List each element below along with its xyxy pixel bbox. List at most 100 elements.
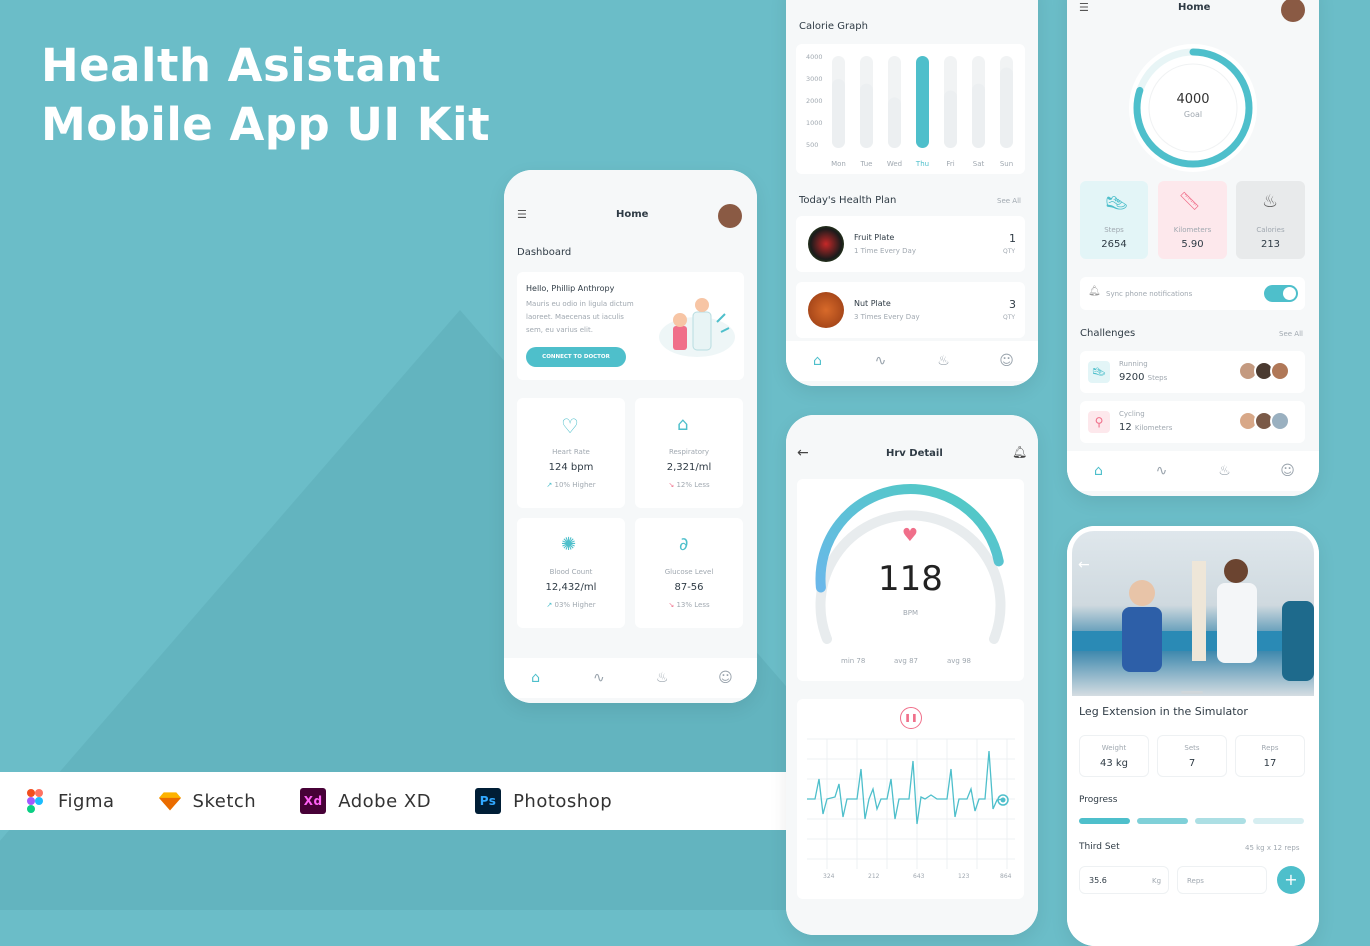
bar [944, 90, 957, 148]
phone-home-dashboard: ☰ Home Dashboard Hello, Phillip Anthropy… [504, 170, 757, 703]
exercise-photo: ← [1072, 531, 1314, 696]
bar [972, 83, 985, 148]
challenges-title: Challenges [1080, 328, 1136, 339]
fruit-plate-image [808, 226, 844, 262]
tile-calories[interactable]: ♨ Calories 213 [1236, 181, 1305, 259]
ecg-card: ❚❚ 324 212 643 123 864 [797, 699, 1024, 899]
greeting-card: Hello, Phillip Anthropy Mauris eu odio i… [517, 272, 744, 380]
bell-icon: 🔔︎ [1088, 286, 1101, 297]
running-icon: 👟︎ [1088, 361, 1110, 383]
avatar[interactable] [1281, 0, 1305, 22]
metric-reps: Reps 17 [1235, 735, 1305, 777]
trend-up-icon: ↗ [546, 601, 555, 609]
connect-doctor-button[interactable]: CONNECT TO DOCTOR [526, 347, 626, 367]
hero-line-1: Health Asistant [41, 39, 441, 92]
progress-title: Progress [1079, 795, 1118, 805]
phone-exercise: ← Leg Extension in the Simulator Weight … [1067, 526, 1319, 946]
nav-profile-icon[interactable]: ☺ [718, 670, 733, 686]
x-tick-label: Thu [915, 160, 929, 168]
x-tick-label: Mon [831, 160, 846, 168]
stomach-icon: ∂ [679, 534, 689, 555]
pause-button[interactable]: ❚❚ [900, 707, 922, 729]
phone-calorie-graph: Calorie Graph 4000 3000 2000 1000 500 Mon Tue W… [786, 0, 1038, 386]
bottom-nav: ⌂ ∿ ♨ ☺ [786, 341, 1038, 381]
nav-profile-icon[interactable]: ☺ [999, 353, 1014, 369]
flame-icon: ♨ [1262, 191, 1279, 212]
stat-glucose[interactable]: ∂ Glucose Level 87-56 ↘ 13% Less [635, 518, 743, 628]
calorie-chart: 4000 3000 2000 1000 500 Mon Tue Wed Thu Fri Sat Sun [796, 44, 1025, 174]
x-tick-label: Fri [946, 160, 954, 168]
exercise-title: Leg Extension in the Simulator [1079, 705, 1248, 718]
figma-icon [24, 788, 46, 814]
bell-icon[interactable]: 🔔︎ [1012, 445, 1028, 459]
y-tick-label: 1000 [806, 119, 823, 127]
tools-bar: Figma Sketch Xd Adobe XD Ps Photoshop [0, 772, 786, 830]
sheet-handle[interactable] [1181, 691, 1203, 694]
nav-home-icon[interactable]: ⌂ [531, 670, 541, 686]
trend-down-icon: ↘ [668, 601, 677, 609]
doctor-illustration [657, 292, 735, 358]
hero-title: Health Asistant Mobile App UI Kit [41, 36, 490, 154]
bottom-nav: ⌂ ∿ ♨ ☺ [1067, 451, 1319, 491]
reps-input[interactable]: Reps [1177, 866, 1267, 894]
stat-respiratory[interactable]: ⌂ Respiratory 2,321/ml ↘ 12% Less [635, 398, 743, 508]
tool-xd: Xd Adobe XD [300, 788, 431, 814]
bar [1000, 67, 1013, 148]
bar [888, 97, 901, 148]
tile-kilometers[interactable]: 📏︎ Kilometers 5.90 [1158, 181, 1227, 259]
bar [916, 56, 929, 148]
hrv-gauge-card: ♥ 118 BPM min 78 avg 87 avg 98 [797, 479, 1024, 681]
nav-fire-icon[interactable]: ♨ [937, 353, 950, 369]
bottom-nav: ⌂ ∿ ♨ ☺ [504, 658, 757, 698]
nav-home-icon[interactable]: ⌂ [813, 353, 822, 369]
nav-activity-icon[interactable]: ∿ [593, 670, 605, 686]
hrv-gauge: ♥ [815, 484, 1006, 644]
nav-profile-icon[interactable]: ☺ [1280, 463, 1295, 479]
shoe-icon: 👟︎ [1104, 191, 1130, 215]
participant-avatars [1238, 411, 1290, 431]
nav-activity-icon[interactable]: ∿ [874, 353, 887, 369]
nav-home-icon[interactable]: ⌂ [1094, 463, 1103, 479]
tool-photoshop: Ps Photoshop [475, 788, 612, 814]
x-tick-label: Sun [1000, 160, 1013, 168]
nav-activity-icon[interactable]: ∿ [1155, 463, 1168, 479]
challenge-item[interactable]: 👟︎ Running 9200 Steps [1080, 351, 1305, 393]
sync-toggle[interactable] [1264, 285, 1298, 302]
stat-heart-rate[interactable]: ♡ Heart Rate 124 bpm ↗ 10% Higher [517, 398, 625, 508]
see-all-link[interactable]: See All [997, 197, 1021, 205]
gauge-fill [815, 484, 1004, 593]
heart-icon: ♡ [561, 414, 579, 438]
avatar[interactable] [718, 204, 742, 228]
bicycle-icon: ⚲ [1088, 411, 1110, 433]
x-tick-label: Wed [887, 160, 902, 168]
menu-icon[interactable]: ☰ [1079, 1, 1089, 14]
back-arrow-icon[interactable]: ← [797, 445, 809, 461]
goal-ring: 4000 Goal [1129, 44, 1257, 172]
sync-row: 🔔︎ Sync phone notifications [1080, 277, 1305, 310]
progress-segments [1079, 818, 1304, 824]
nav-fire-icon[interactable]: ♨ [655, 670, 669, 686]
bpm-value: 118 [878, 559, 943, 599]
kg-input[interactable]: 35.6 Kg [1079, 866, 1169, 894]
plan-item[interactable]: Fruit Plate 1 Time Every Day 1 QTY [796, 216, 1025, 272]
see-all-link[interactable]: See All [1279, 330, 1303, 338]
photoshop-icon: Ps [475, 788, 502, 814]
plan-item[interactable]: Nut Plate 3 Times Every Day 3 QTY [796, 282, 1025, 338]
nav-fire-icon[interactable]: ♨ [1218, 463, 1231, 479]
blood-cells-icon: ✺ [561, 534, 577, 555]
add-button[interactable]: + [1277, 866, 1305, 894]
tool-figma: Figma [24, 788, 115, 814]
trend-down-icon: ↘ [668, 481, 677, 489]
stat-blood-count[interactable]: ✺ Blood Count 12,432/ml ↗ 03% Higher [517, 518, 625, 628]
tile-steps[interactable]: 👟︎ Steps 2654 [1080, 181, 1148, 259]
back-arrow-icon[interactable]: ← [1078, 557, 1090, 573]
calorie-graph-title: Calorie Graph [799, 21, 868, 32]
calorie-bar-chart: 4000 3000 2000 1000 500 Mon Tue Wed Thu Fri Sat Sun [806, 53, 1013, 168]
page-title: Home [616, 209, 649, 220]
sketch-icon [158, 788, 181, 814]
challenge-item[interactable]: ⚲ Cycling 12 Kilometers [1080, 401, 1305, 443]
participant-avatars [1238, 361, 1290, 381]
hero-line-2: Mobile App UI Kit [41, 98, 491, 151]
ecg-chart [807, 738, 1015, 869]
menu-icon[interactable]: ☰ [517, 208, 527, 221]
